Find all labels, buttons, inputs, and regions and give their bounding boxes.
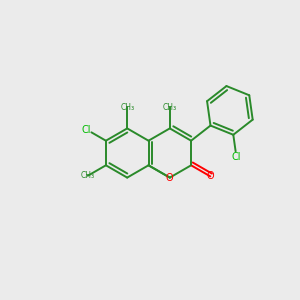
Text: Cl: Cl [232,152,241,162]
Text: CH₃: CH₃ [120,103,134,112]
Text: Cl: Cl [82,124,92,135]
Text: O: O [166,172,174,183]
Text: CH₃: CH₃ [163,103,177,112]
Text: O: O [206,171,214,182]
Text: CH₃: CH₃ [81,171,95,180]
